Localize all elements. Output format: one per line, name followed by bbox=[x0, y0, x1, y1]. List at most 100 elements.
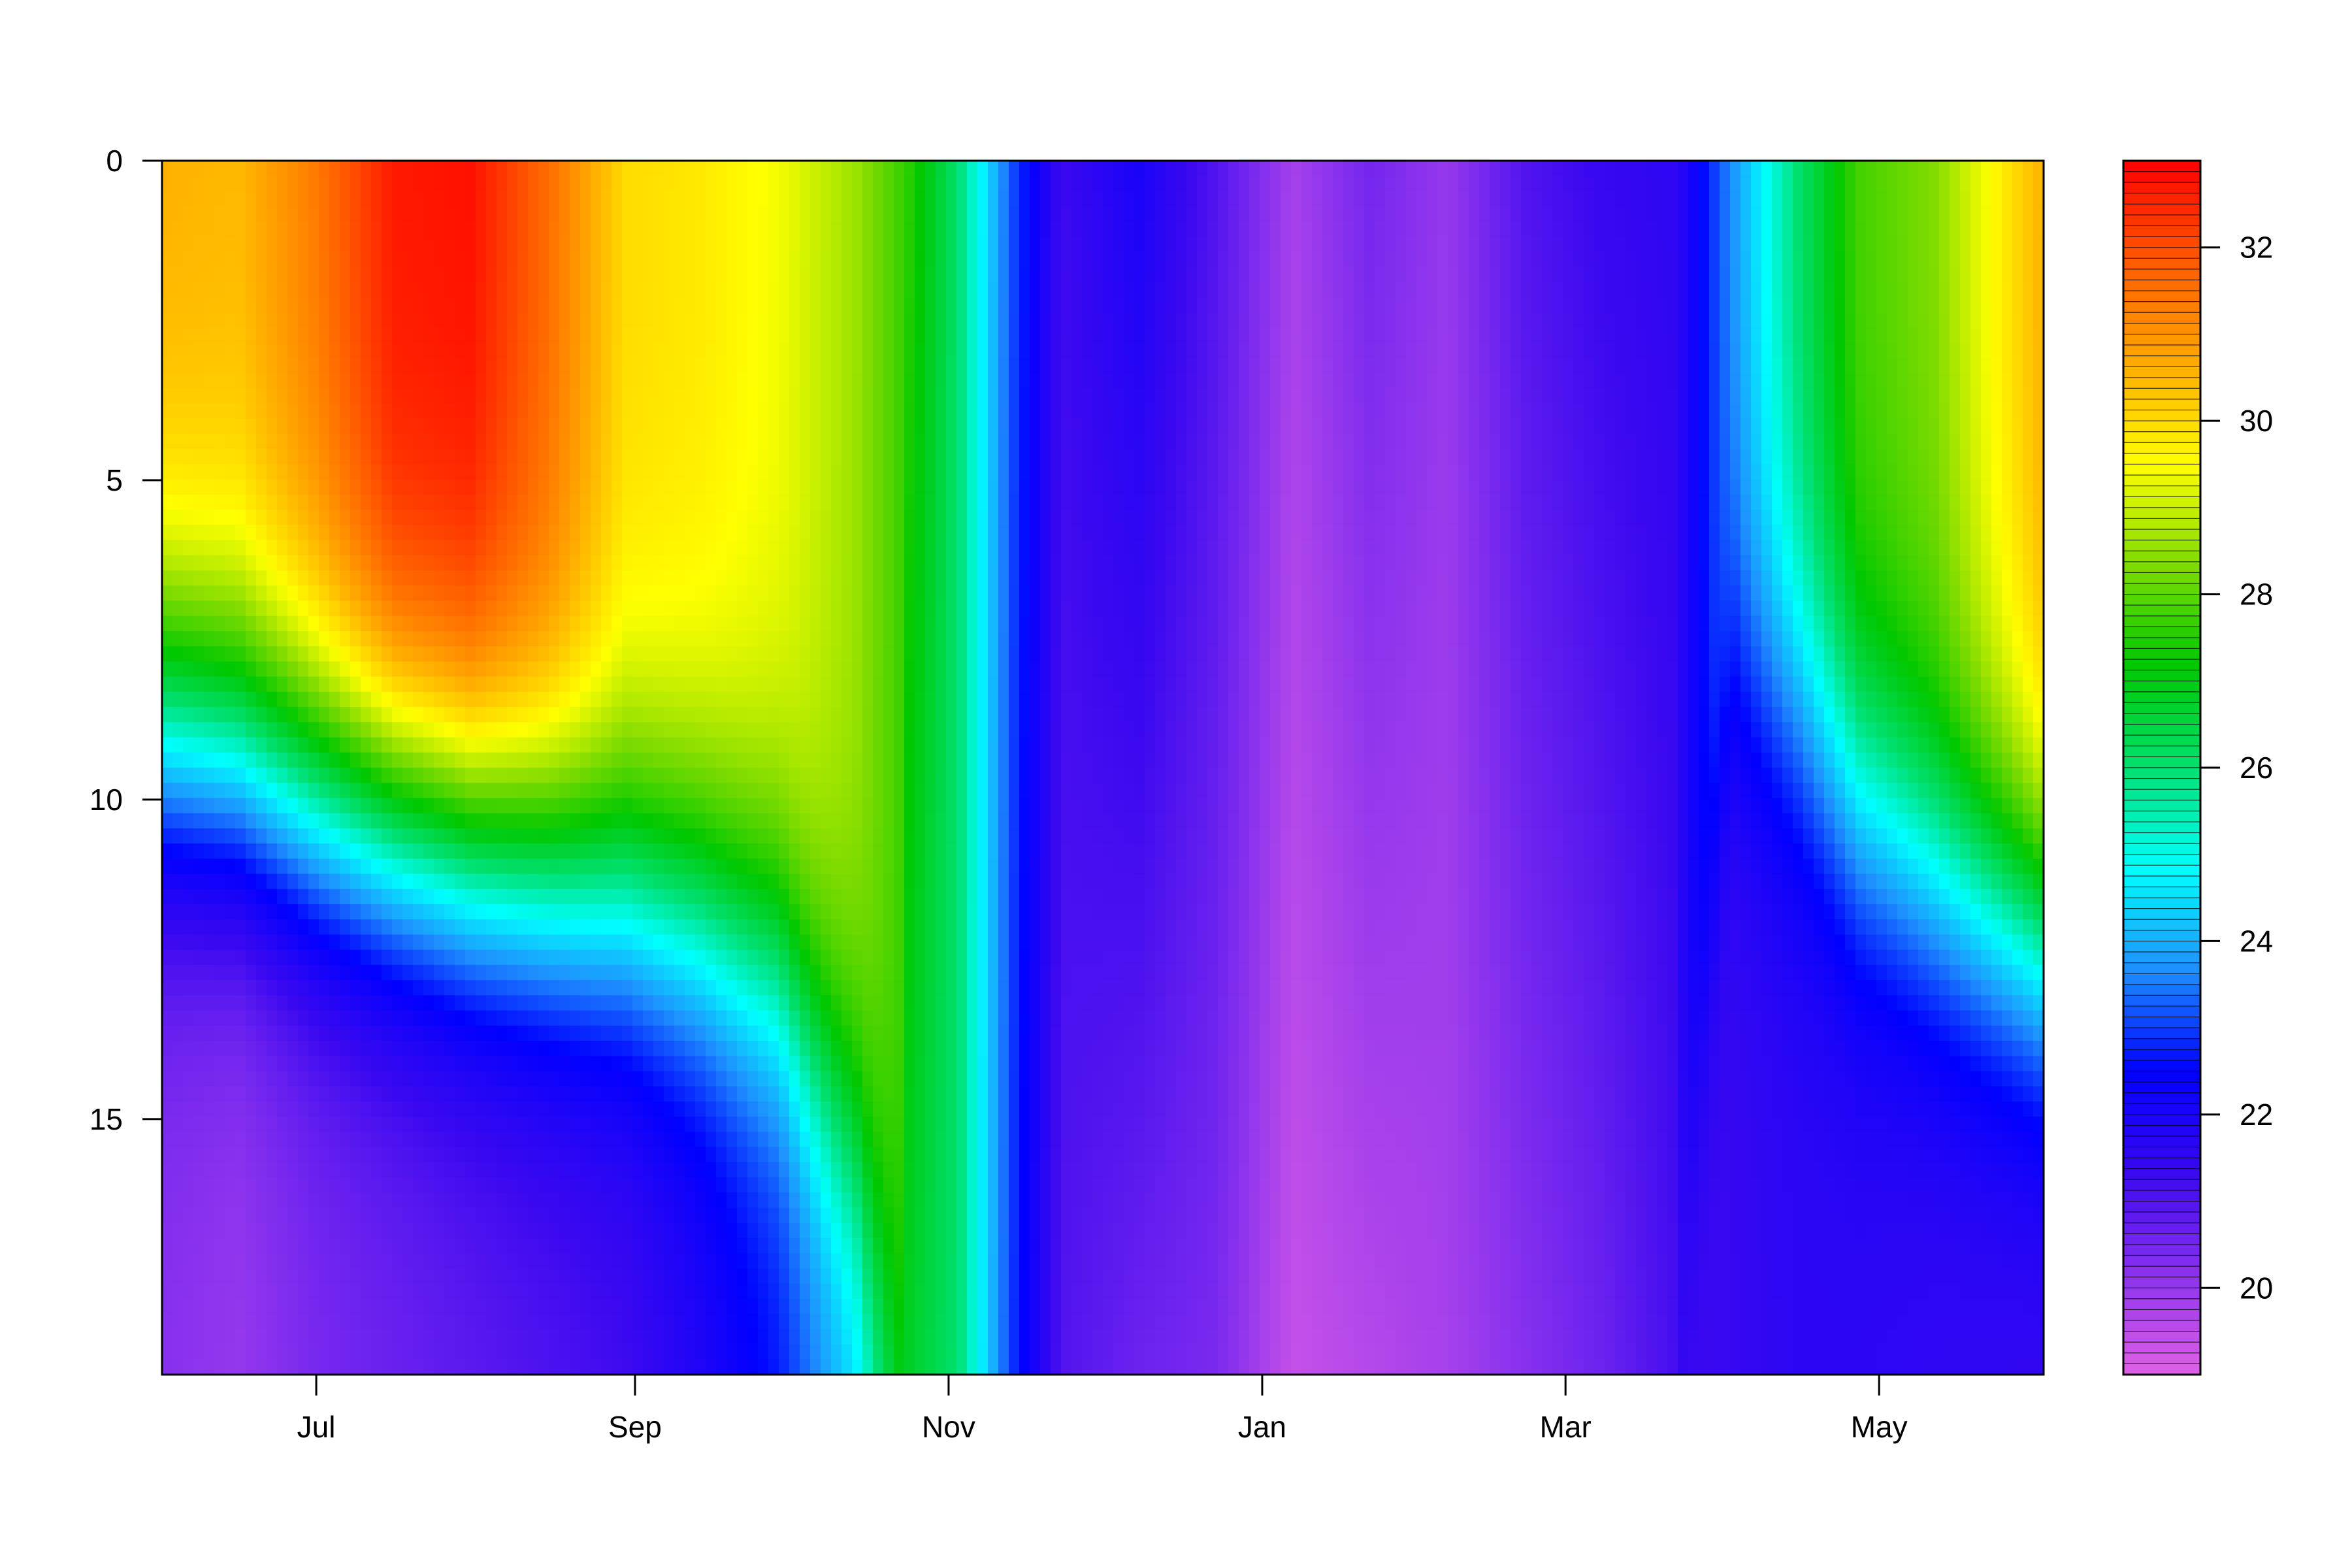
heatmap-cell bbox=[768, 312, 779, 329]
heatmap-cell bbox=[674, 783, 685, 799]
heatmap-cell bbox=[632, 191, 644, 207]
heatmap-cell bbox=[382, 1147, 393, 1163]
heatmap-cell bbox=[256, 1329, 267, 1345]
heatmap-cell bbox=[632, 1192, 644, 1209]
heatmap-cell bbox=[591, 1041, 602, 1056]
heatmap-cell bbox=[413, 176, 424, 192]
heatmap-cell bbox=[267, 1298, 278, 1315]
heatmap-cell bbox=[256, 1344, 267, 1360]
heatmap-cell bbox=[455, 312, 466, 329]
heatmap-cell bbox=[591, 449, 602, 465]
heatmap-cell bbox=[256, 1207, 267, 1224]
heatmap-cell bbox=[392, 858, 403, 875]
heatmap-cell bbox=[246, 510, 257, 526]
heatmap-cell bbox=[643, 1147, 654, 1163]
heatmap-cell bbox=[497, 540, 508, 556]
heatmap-cell bbox=[643, 570, 654, 586]
heatmap-cell bbox=[549, 525, 560, 541]
heatmap-cell bbox=[277, 828, 288, 844]
heatmap-cell bbox=[727, 828, 738, 844]
heatmap-cell bbox=[674, 798, 685, 814]
heatmap-cell bbox=[559, 858, 570, 875]
heatmap-cell bbox=[559, 1314, 570, 1330]
heatmap-cell bbox=[727, 904, 738, 920]
heatmap-cell bbox=[517, 237, 529, 252]
heatmap-cell bbox=[246, 297, 257, 313]
heatmap-cell bbox=[528, 646, 539, 662]
heatmap-cell bbox=[246, 1177, 257, 1193]
heatmap-cell bbox=[267, 418, 278, 434]
heatmap-cell bbox=[329, 555, 340, 571]
heatmap-cell bbox=[172, 1192, 184, 1209]
heatmap-cell bbox=[497, 1329, 508, 1345]
heatmap-cell bbox=[455, 1359, 466, 1375]
heatmap-cell bbox=[319, 1086, 330, 1102]
heatmap-cell bbox=[695, 676, 706, 693]
heatmap-cell bbox=[204, 510, 215, 526]
heatmap-cell bbox=[779, 691, 790, 708]
heatmap-cell bbox=[685, 813, 696, 829]
heatmap-cell bbox=[465, 995, 476, 1011]
heatmap-cell bbox=[528, 691, 539, 708]
heatmap-cell bbox=[549, 418, 560, 434]
heatmap-cell bbox=[601, 630, 612, 647]
heatmap-cell bbox=[559, 206, 570, 222]
heatmap-cell bbox=[538, 1010, 549, 1026]
heatmap-cell bbox=[643, 1329, 654, 1345]
heatmap-cell bbox=[298, 630, 309, 647]
heatmap-cell bbox=[559, 1298, 570, 1315]
heatmap-cell bbox=[204, 297, 215, 313]
heatmap-cell bbox=[162, 297, 173, 313]
heatmap-cell bbox=[256, 1192, 267, 1209]
heatmap-cell bbox=[632, 737, 644, 753]
heatmap-cell bbox=[298, 1177, 309, 1193]
heatmap-cell bbox=[183, 449, 194, 465]
heatmap-cell bbox=[727, 434, 738, 449]
heatmap-cell bbox=[507, 1177, 518, 1193]
heatmap-cell bbox=[528, 1237, 539, 1254]
heatmap-cell bbox=[350, 388, 361, 404]
heatmap-cell bbox=[706, 783, 717, 799]
heatmap-cell bbox=[601, 1253, 612, 1269]
heatmap-cell bbox=[591, 630, 602, 647]
heatmap-cell bbox=[706, 494, 717, 510]
heatmap-cell bbox=[747, 1177, 759, 1193]
heatmap-cell bbox=[214, 600, 225, 617]
heatmap-cell bbox=[371, 434, 382, 449]
heatmap-cell bbox=[497, 585, 508, 602]
heatmap-cell bbox=[517, 676, 529, 693]
heatmap-cell bbox=[476, 964, 487, 981]
heatmap-cell bbox=[402, 1177, 414, 1193]
heatmap-cell bbox=[601, 434, 612, 449]
heatmap-cell bbox=[476, 570, 487, 586]
heatmap-cell bbox=[183, 297, 194, 313]
heatmap-cell bbox=[664, 282, 675, 298]
heatmap-cell bbox=[779, 373, 790, 389]
heatmap-cell bbox=[287, 176, 299, 192]
heatmap-cell bbox=[256, 600, 267, 617]
heatmap-cell bbox=[747, 1010, 759, 1026]
heatmap-cell bbox=[277, 1086, 288, 1102]
heatmap-cell bbox=[465, 798, 476, 814]
heatmap-cell bbox=[308, 1132, 319, 1148]
heatmap-cell bbox=[444, 206, 455, 222]
heatmap-cell bbox=[507, 1086, 518, 1102]
heatmap-cell bbox=[298, 843, 309, 859]
heatmap-cell bbox=[497, 691, 508, 708]
heatmap-cell bbox=[570, 919, 581, 936]
heatmap-cell bbox=[214, 388, 225, 404]
heatmap-cell bbox=[267, 403, 278, 419]
heatmap-cell bbox=[256, 1237, 267, 1254]
heatmap-cell bbox=[538, 1314, 549, 1330]
heatmap-cell bbox=[287, 1025, 299, 1041]
heatmap-cell bbox=[517, 585, 529, 602]
heatmap-cell bbox=[455, 1298, 466, 1315]
heatmap-cell bbox=[664, 342, 675, 359]
heatmap-cell bbox=[350, 237, 361, 252]
heatmap-cell bbox=[779, 661, 790, 678]
heatmap-cell bbox=[789, 206, 800, 222]
heatmap-cell bbox=[779, 327, 790, 344]
heatmap-cell bbox=[695, 1344, 706, 1360]
heatmap-cell bbox=[267, 600, 278, 617]
heatmap-cell bbox=[172, 1010, 184, 1026]
